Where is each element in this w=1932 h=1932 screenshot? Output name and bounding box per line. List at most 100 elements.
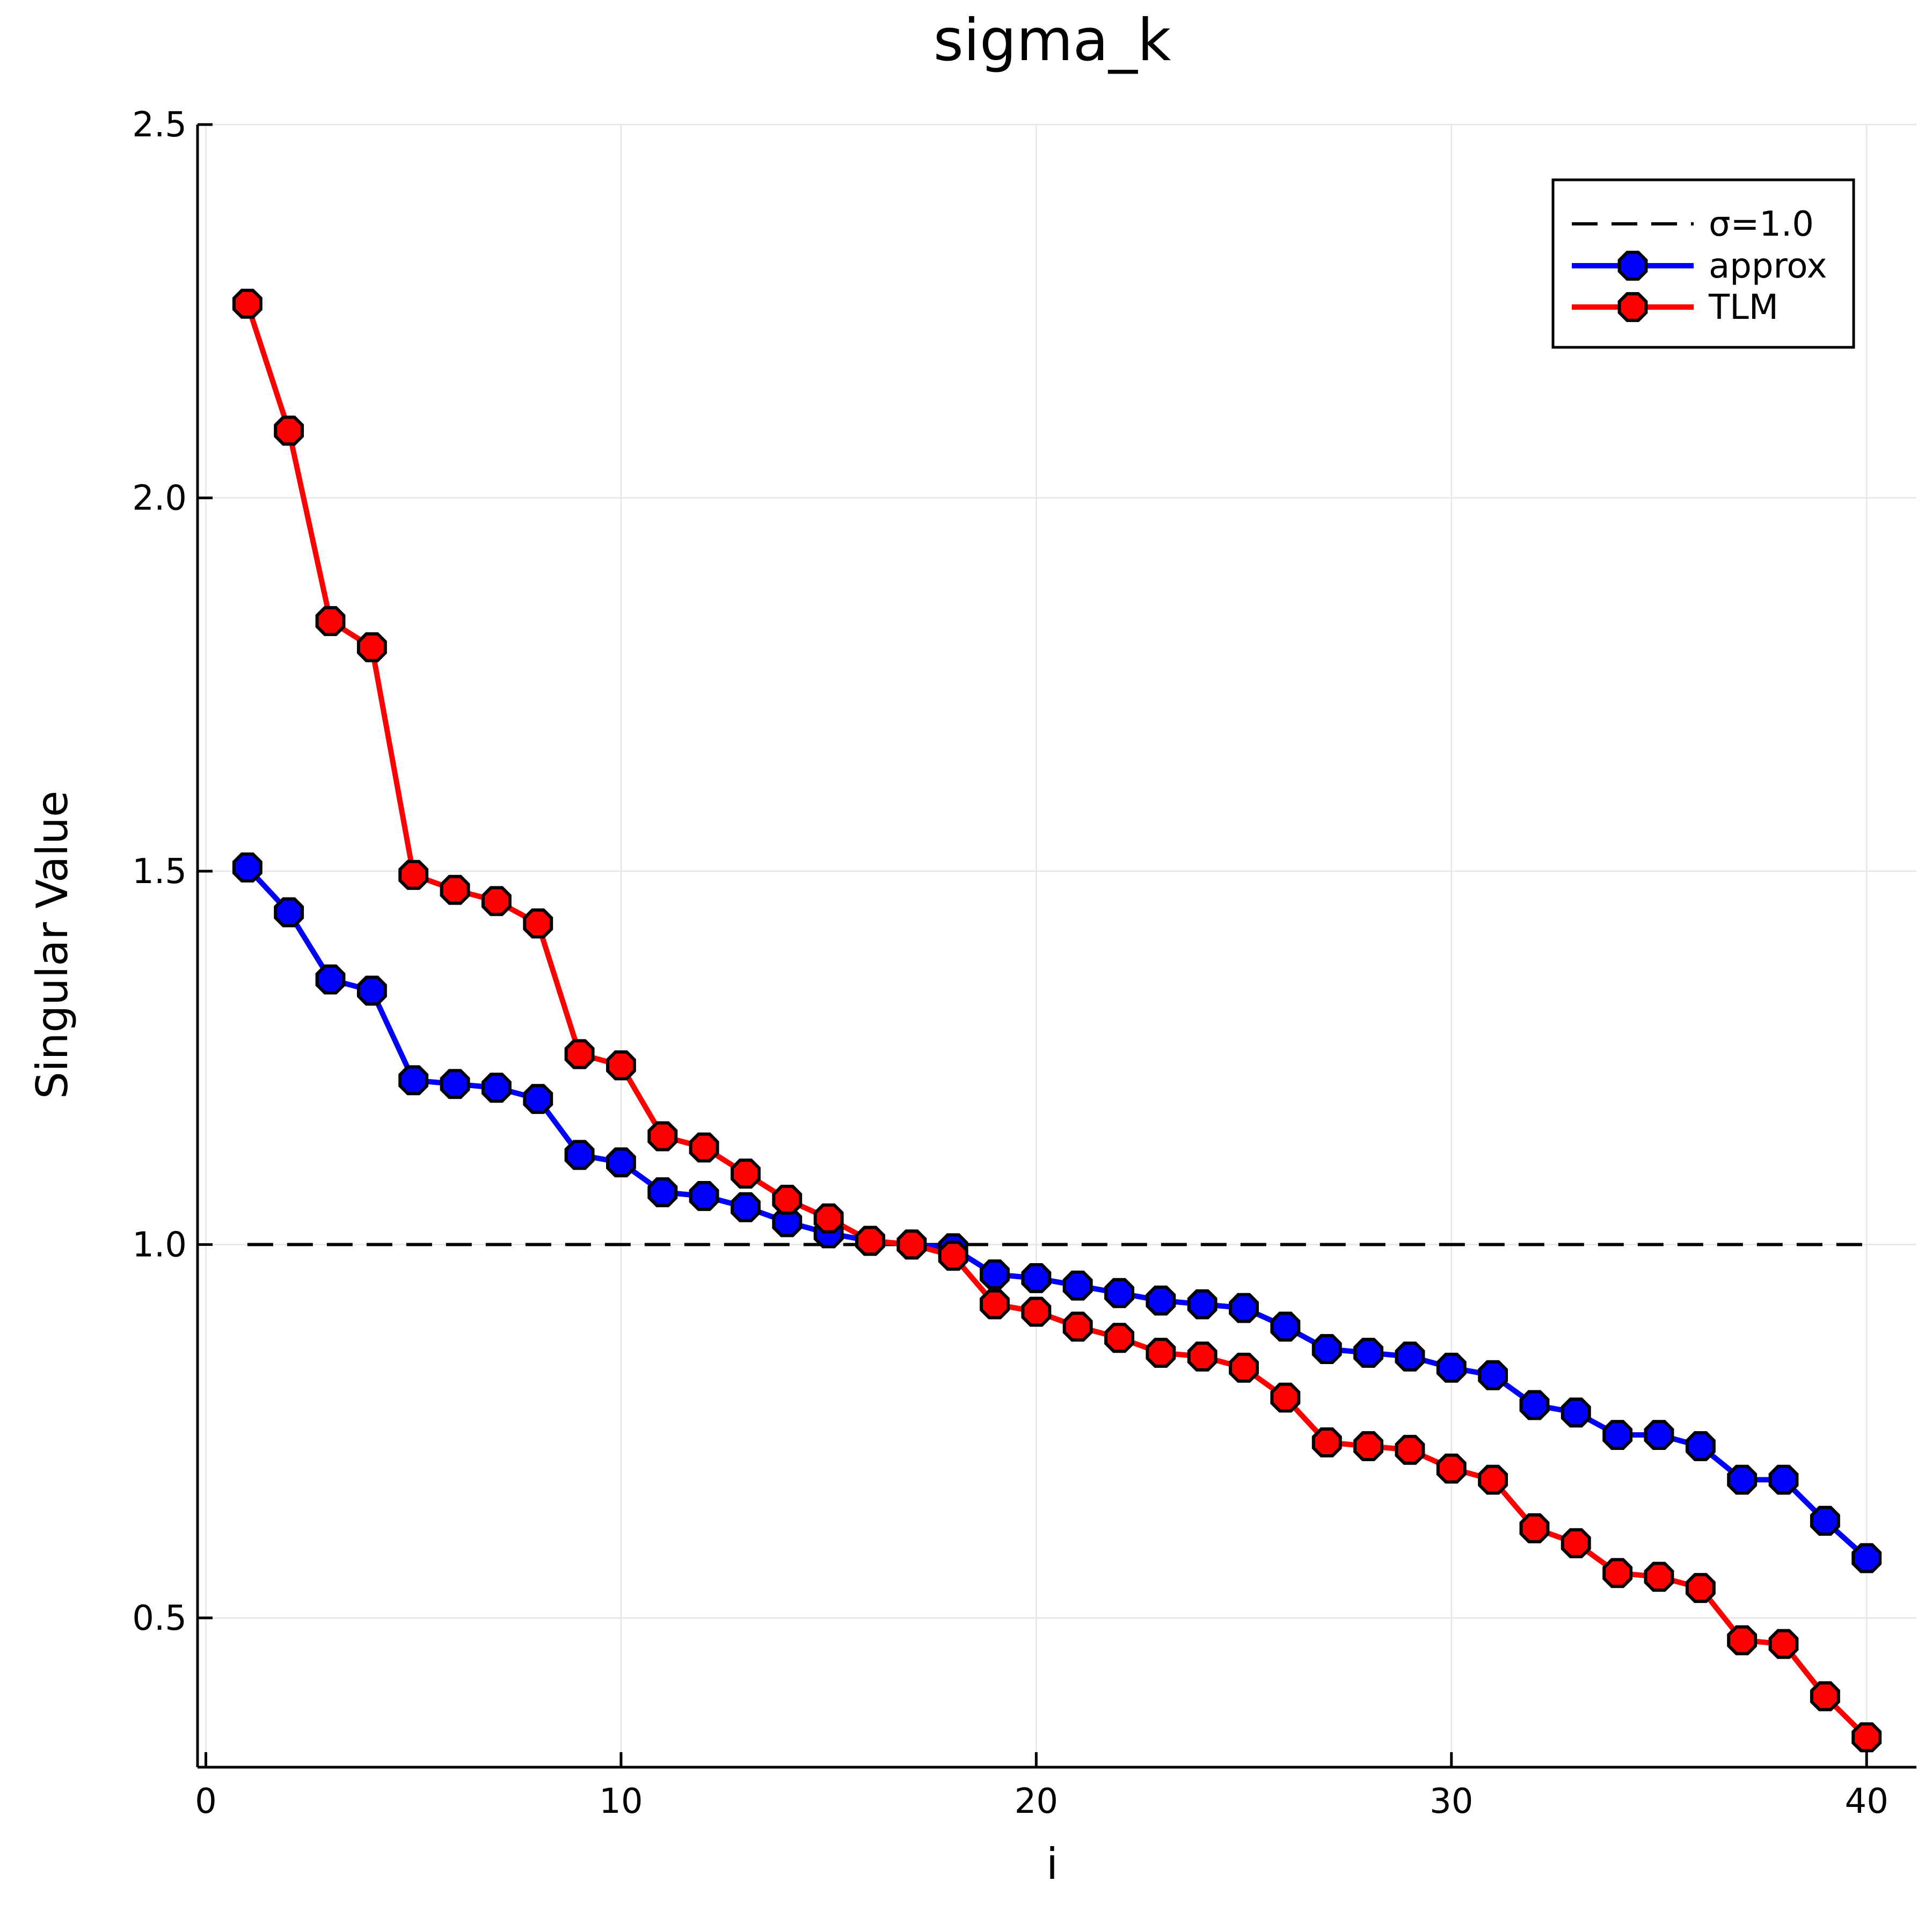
y-tick-label: 0.5 — [132, 1599, 187, 1638]
data-point-TLM — [1685, 1573, 1716, 1603]
legend-marker-approx — [1617, 251, 1648, 281]
data-point-TLM — [1104, 1323, 1134, 1353]
data-point-approx — [440, 1069, 470, 1099]
data-point-approx — [1685, 1431, 1716, 1461]
data-point-TLM — [1062, 1311, 1093, 1342]
data-point-approx — [606, 1147, 636, 1178]
data-point-TLM — [1229, 1352, 1259, 1383]
data-point-TLM — [523, 908, 553, 939]
data-point-approx — [232, 852, 263, 883]
data-point-TLM — [689, 1132, 719, 1163]
data-point-TLM — [1727, 1625, 1758, 1656]
series-line-approx — [245, 865, 1869, 1561]
axes — [196, 125, 1916, 1769]
data-point-approx — [1602, 1420, 1633, 1450]
data-point-approx — [1353, 1338, 1383, 1368]
data-point-approx — [689, 1181, 719, 1211]
data-point-TLM — [564, 1039, 595, 1069]
data-point-approx — [315, 964, 346, 995]
data-point-approx — [1768, 1464, 1799, 1495]
x-tick-label: 0 — [195, 1782, 217, 1821]
data-point-TLM — [1644, 1562, 1674, 1592]
data-point-approx — [398, 1065, 429, 1096]
data-point-TLM — [647, 1121, 678, 1151]
data-point-approx — [647, 1177, 678, 1207]
data-point-TLM — [980, 1289, 1010, 1319]
data-point-TLM — [1851, 1722, 1882, 1753]
data-point-approx — [1561, 1397, 1591, 1428]
y-tick-label: 1.5 — [132, 852, 187, 892]
x-tick-label: 40 — [1844, 1782, 1888, 1821]
data-point-TLM — [232, 288, 263, 319]
legend-label-approx: approx — [1709, 246, 1827, 286]
data-point-approx — [1187, 1289, 1217, 1319]
data-point-TLM — [772, 1185, 803, 1215]
data-point-approx — [1436, 1352, 1467, 1383]
data-point-approx — [481, 1073, 512, 1103]
data-point-approx — [731, 1192, 761, 1222]
data-point-TLM — [1810, 1681, 1840, 1711]
y-tick-label: 1.0 — [132, 1225, 187, 1265]
legend-marker-TLM — [1617, 292, 1648, 322]
series-line-TLM — [245, 303, 1869, 1739]
data-point-TLM — [1146, 1338, 1176, 1368]
data-point-approx — [1851, 1543, 1882, 1573]
data-point-TLM — [606, 1050, 636, 1081]
y-tick-label: 2.0 — [132, 478, 187, 518]
y-ticks: 0.5 1.0 1.5 2.0 2.5 — [132, 105, 213, 1638]
data-point-TLM — [855, 1226, 885, 1256]
data-point-approx — [564, 1140, 595, 1170]
x-axis-label: i — [1046, 1839, 1058, 1889]
data-point-TLM — [1311, 1427, 1342, 1457]
data-point-TLM — [938, 1241, 968, 1271]
data-point-TLM — [731, 1158, 761, 1189]
series-layer — [232, 288, 1882, 1753]
data-point-approx — [1021, 1263, 1052, 1293]
data-point-approx — [1062, 1270, 1093, 1301]
data-point-approx — [1644, 1420, 1674, 1450]
data-point-TLM — [440, 874, 470, 905]
data-point-TLM — [274, 415, 304, 446]
data-point-approx — [1311, 1334, 1342, 1364]
x-tick-label: 30 — [1430, 1782, 1473, 1821]
data-point-approx — [356, 975, 387, 1006]
legend-label-TLM: TLM — [1708, 288, 1778, 327]
data-point-approx — [1104, 1278, 1134, 1308]
data-point-approx — [523, 1084, 553, 1114]
y-axis-label: Singular Value — [27, 791, 77, 1099]
x-tick-label: 10 — [599, 1782, 643, 1821]
x-ticks: 0 10 20 30 40 — [195, 1752, 1889, 1821]
data-point-TLM — [1353, 1431, 1383, 1461]
data-point-approx — [772, 1207, 803, 1237]
data-point-TLM — [1519, 1513, 1550, 1543]
data-point-TLM — [1395, 1434, 1425, 1465]
data-point-approx — [1519, 1390, 1550, 1420]
data-point-TLM — [1768, 1629, 1799, 1659]
data-point-approx — [1395, 1342, 1425, 1372]
data-point-TLM — [481, 886, 512, 916]
data-point-TLM — [356, 632, 387, 662]
data-point-approx — [1478, 1360, 1508, 1390]
data-point-TLM — [1561, 1528, 1591, 1558]
data-point-approx — [1270, 1311, 1301, 1342]
x-tick-label: 20 — [1015, 1782, 1058, 1821]
data-point-approx — [980, 1259, 1010, 1289]
data-point-TLM — [398, 859, 429, 890]
data-point-TLM — [1602, 1558, 1633, 1588]
data-point-TLM — [1021, 1296, 1052, 1327]
data-point-approx — [1146, 1285, 1176, 1316]
data-point-TLM — [896, 1229, 927, 1260]
chart-title: sigma_k — [934, 7, 1171, 74]
y-tick-label: 2.5 — [132, 105, 187, 145]
gridlines — [198, 123, 1916, 1767]
data-point-approx — [1727, 1464, 1758, 1495]
data-point-TLM — [813, 1203, 844, 1234]
data-point-TLM — [1270, 1382, 1301, 1413]
data-point-TLM — [1478, 1464, 1508, 1495]
legend-label-reference: σ=1.0 — [1709, 205, 1814, 244]
data-point-TLM — [1187, 1342, 1217, 1372]
data-point-approx — [274, 897, 304, 928]
data-point-approx — [1229, 1293, 1259, 1323]
data-point-approx — [1810, 1506, 1840, 1536]
